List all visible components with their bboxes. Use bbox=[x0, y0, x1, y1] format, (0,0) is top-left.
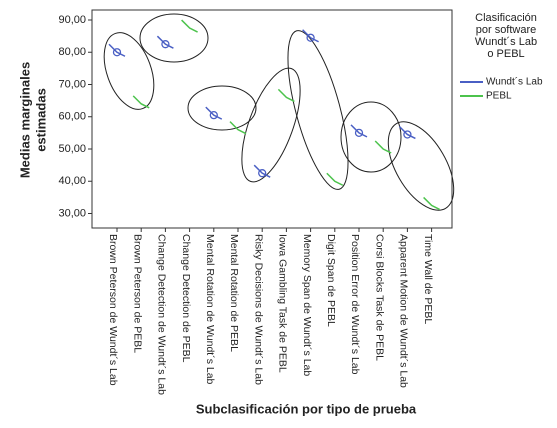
x-tick-label: Change Detection de PEBL bbox=[180, 234, 192, 363]
x-axis-label: Subclasificación por tipo de prueba bbox=[196, 401, 417, 416]
x-tick-label: Position Error de Wundt´s Lab bbox=[349, 234, 361, 375]
line-point bbox=[156, 35, 174, 49]
line-point bbox=[181, 19, 198, 33]
x-tick-label: Change Detection de Wundt´s Lab bbox=[156, 234, 168, 395]
point-marker bbox=[258, 169, 267, 178]
annotation-ellipse bbox=[241, 67, 301, 183]
plot-frame bbox=[91, 9, 453, 229]
line-point bbox=[302, 29, 319, 43]
y-tick-label: 70,00 bbox=[58, 78, 86, 90]
y-tick-label: 60,00 bbox=[58, 111, 86, 123]
line-point bbox=[398, 125, 416, 140]
point-marker bbox=[306, 33, 315, 42]
x-tick-label: Memory Span de Wundt´s Lab bbox=[301, 234, 313, 376]
y-tick-label: 50,00 bbox=[58, 143, 86, 155]
x-tick-label: Time Wall de PEBL bbox=[422, 234, 434, 324]
point-marker bbox=[112, 48, 122, 57]
point-marker bbox=[403, 130, 412, 139]
legend-title: o PEBL bbox=[487, 48, 524, 60]
legend-label: PEBL bbox=[486, 91, 512, 102]
legend-label: Wundt´s Lab bbox=[486, 76, 543, 88]
line-point bbox=[374, 140, 392, 154]
legend-title: Clasificación bbox=[475, 12, 537, 24]
line-point bbox=[229, 121, 247, 135]
x-tick-label: Mental Rotation de PEBL bbox=[228, 234, 240, 352]
y-tick-label: 30,00 bbox=[58, 207, 86, 219]
y-axis-label: Medias marginales bbox=[17, 62, 32, 178]
line-point bbox=[132, 95, 150, 109]
annotation-ellipse bbox=[187, 85, 257, 131]
line-point bbox=[277, 88, 295, 103]
y-tick-label: 80,00 bbox=[58, 46, 86, 58]
x-tick-label: Risky Decisions de Wundt´s Lab bbox=[252, 234, 264, 385]
line-point bbox=[350, 124, 368, 138]
y-axis-label: estimadas bbox=[33, 88, 48, 152]
line-point bbox=[423, 196, 440, 211]
point-marker bbox=[161, 40, 170, 49]
legend-title: Wundt´s Lab bbox=[475, 36, 537, 48]
point-marker bbox=[209, 110, 218, 120]
x-tick-label: Mental Rotation de Wundt´s Lab bbox=[204, 234, 216, 385]
x-tick-label: Apparent Motion de Wundt´s Lab bbox=[398, 234, 410, 388]
x-tick-label: Iowa Gambling Task de PEBL bbox=[277, 234, 289, 373]
annotation-ellipse bbox=[287, 30, 349, 190]
annotation-ellipse bbox=[103, 32, 155, 110]
y-tick-label: 40,00 bbox=[58, 175, 86, 187]
annotation-ellipse bbox=[340, 101, 402, 173]
line-point bbox=[108, 43, 126, 57]
x-tick-label: Brown Peterson de PEBL bbox=[131, 234, 143, 353]
x-tick-label: Corsi Blocks Task de PEBL bbox=[373, 234, 385, 361]
legend-title: por software bbox=[476, 24, 537, 36]
point-marker bbox=[354, 128, 364, 138]
line-point bbox=[326, 172, 344, 186]
line-point bbox=[253, 164, 271, 178]
x-tick-label: Digit Span de PEBL bbox=[325, 234, 337, 327]
y-tick-label: 90,00 bbox=[58, 14, 86, 26]
annotation-ellipse bbox=[139, 13, 209, 63]
x-tick-label: Brown Peterson de Wundt´s Lab bbox=[107, 234, 119, 386]
annotation-ellipse bbox=[387, 121, 455, 211]
line-point bbox=[205, 106, 223, 120]
